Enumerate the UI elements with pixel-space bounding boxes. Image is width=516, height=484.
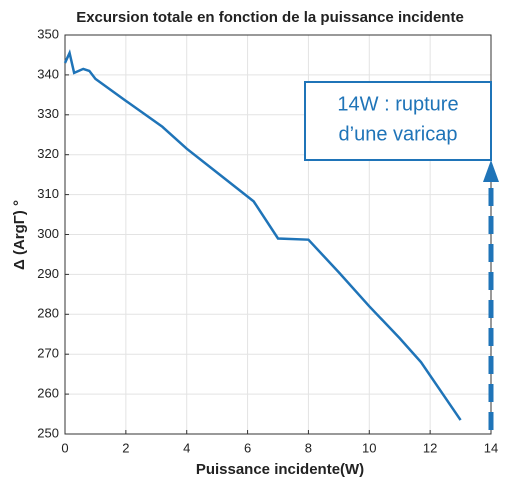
x-tick-label: 2 xyxy=(122,440,129,455)
y-tick-label: 300 xyxy=(37,226,59,241)
y-axis-label: Δ (ArgΓ) ° xyxy=(11,200,28,270)
annotation-text: 14W : rupture xyxy=(337,93,458,115)
x-axis-label: Puissance incidente(W) xyxy=(196,461,364,478)
y-tick-label: 270 xyxy=(37,346,59,361)
annotation-text: d’une varicap xyxy=(339,123,458,145)
arrow-head xyxy=(483,160,499,182)
x-tick-label: 0 xyxy=(61,440,68,455)
annotation-box xyxy=(304,81,492,161)
plot-frame xyxy=(64,34,492,435)
x-tick-label: 6 xyxy=(244,440,251,455)
y-tick-label: 310 xyxy=(37,186,59,201)
y-tick-label: 290 xyxy=(37,266,59,281)
y-tick-label: 250 xyxy=(37,425,59,440)
y-tick-label: 260 xyxy=(37,386,59,401)
x-tick-label: 14 xyxy=(484,440,498,455)
x-tick-label: 4 xyxy=(183,440,190,455)
y-tick-label: 320 xyxy=(37,146,59,161)
x-tick-label: 8 xyxy=(305,440,312,455)
y-tick-label: 330 xyxy=(37,106,59,121)
y-tick-label: 280 xyxy=(37,306,59,321)
y-tick-label: 350 xyxy=(37,26,59,41)
x-tick-label: 10 xyxy=(362,440,376,455)
x-tick-label: 12 xyxy=(423,440,437,455)
data-line xyxy=(63,49,462,421)
chart-title: Excursion totale en fonction de la puiss… xyxy=(76,9,464,26)
y-tick-label: 340 xyxy=(37,66,59,81)
